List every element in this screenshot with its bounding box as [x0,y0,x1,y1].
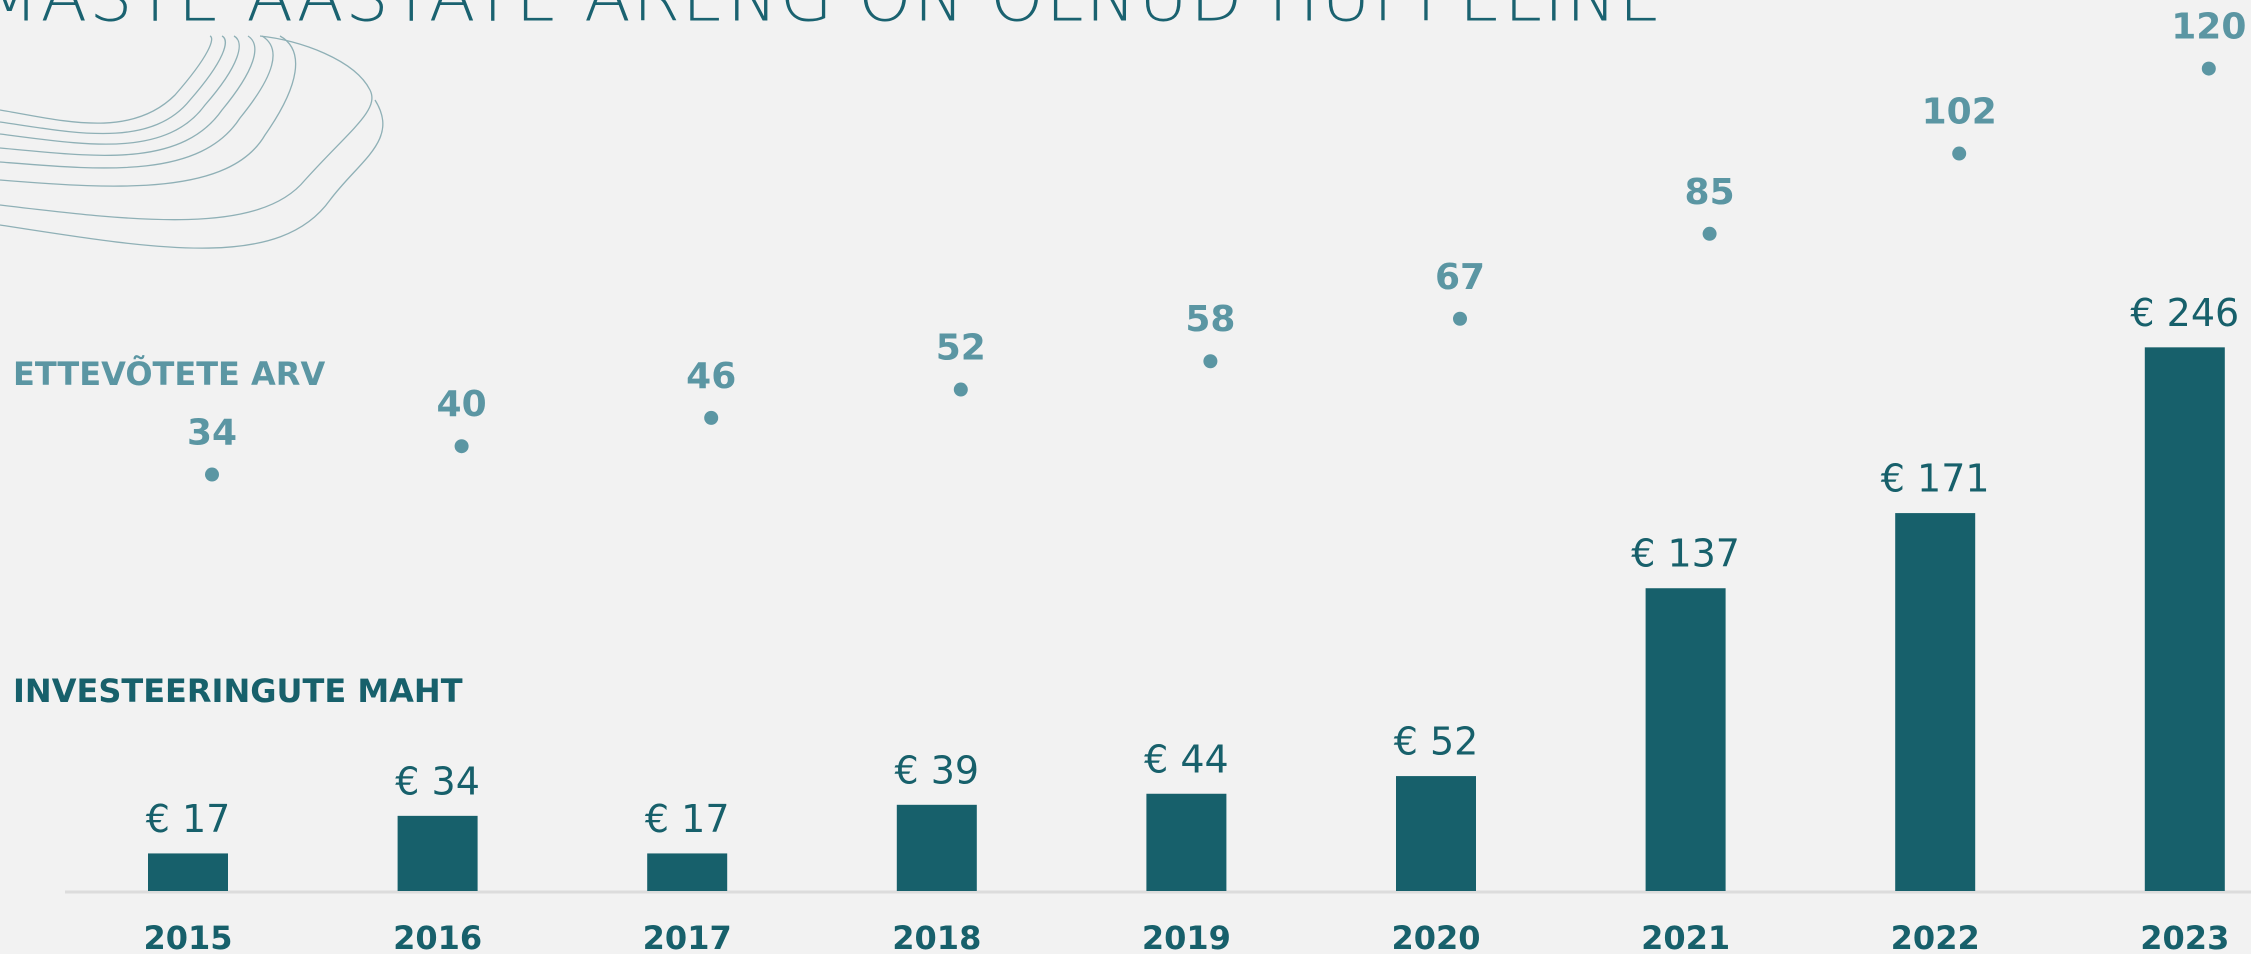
data-label: 85 [1685,172,1735,213]
data-label: € 34 [395,759,480,803]
dot [454,439,469,454]
x-tick-label: 2023 [2140,919,2229,954]
x-tick-label: 2020 [1391,919,1480,954]
bar [397,815,478,891]
legend-label: INVESTEERINGUTE MAHT [13,672,463,710]
bar [148,853,228,891]
x-tick-label: 2019 [1142,919,1231,954]
x-tick-label: 2022 [1891,919,1980,954]
dot [1952,146,1967,161]
dot [2201,61,2216,76]
data-label: 46 [686,356,736,397]
data-label: 58 [1185,299,1235,340]
data-label: € 39 [894,748,979,792]
legend-label: ETTEVÕTETE ARV [13,354,325,393]
data-label: € 171 [1881,457,1990,501]
x-tick-label: 2017 [643,919,732,954]
dot [953,382,968,397]
x-tick-label: 2018 [892,919,981,954]
dot [1203,354,1218,369]
data-label: 52 [936,328,986,369]
data-label: € 17 [146,797,231,841]
x-tick-label: 2015 [143,919,232,954]
bar [1146,793,1227,891]
data-label: 34 [187,413,237,454]
data-label: 120 [2171,7,2246,48]
bar [1895,513,1976,891]
data-label: 67 [1435,257,1485,298]
bar [1645,588,1726,891]
data-label: € 44 [1144,737,1229,781]
dot [1453,311,1467,326]
bar [896,804,977,891]
x-tick-label: 2021 [1641,919,1730,954]
data-label: € 17 [645,797,730,841]
data-label: € 246 [2130,291,2239,335]
bar [647,853,728,891]
decoration [0,35,384,249]
x-tick-label: 2016 [393,919,482,954]
data-label: € 52 [1394,720,1479,764]
chart-title: MASTE AASTATE ARENG ON OLNUD HÜPPELINE [0,0,1664,38]
dot [1702,226,1717,241]
data-label: 40 [437,384,487,425]
dot [205,467,219,482]
bar [2144,347,2225,892]
data-label: 102 [1922,92,1997,133]
dot [704,410,719,425]
bar [1396,776,1476,891]
data-label: € 137 [1631,532,1740,576]
